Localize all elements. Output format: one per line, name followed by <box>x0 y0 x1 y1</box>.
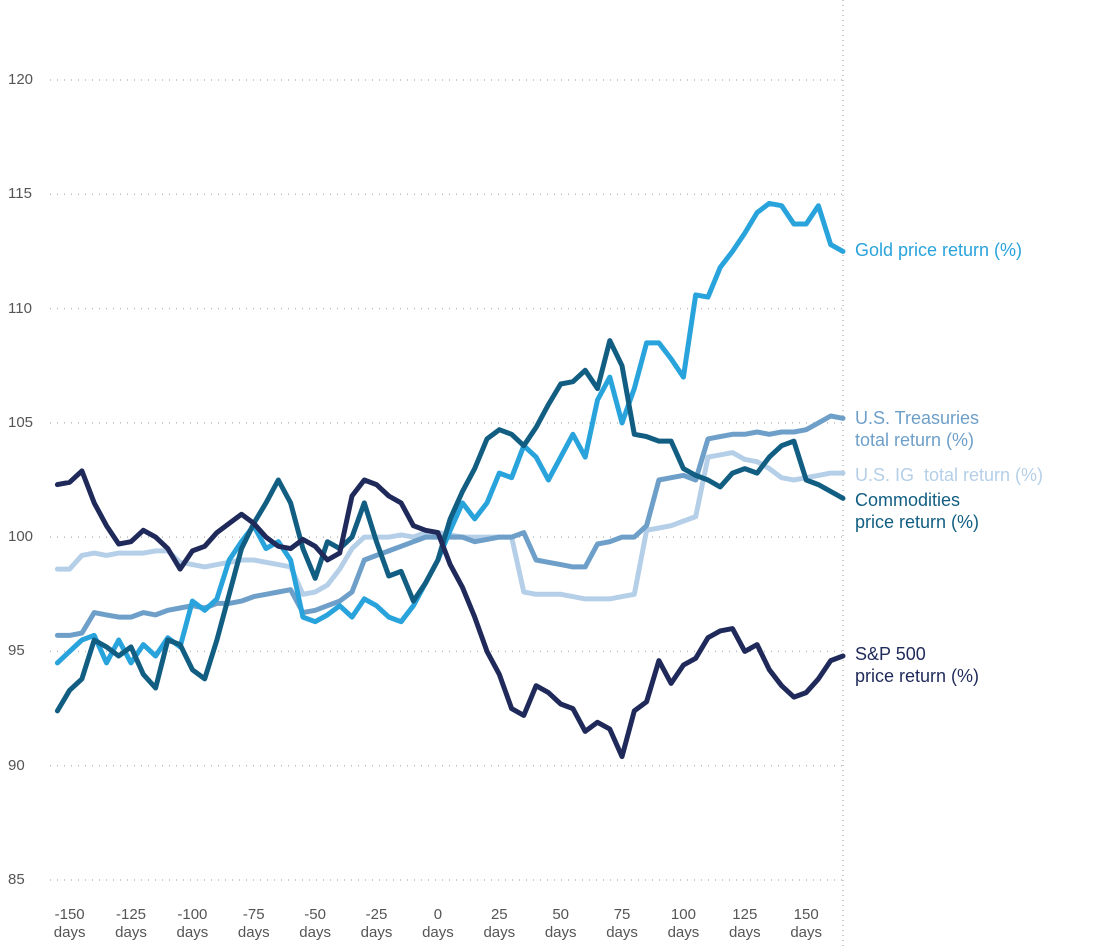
series-line <box>54 338 846 714</box>
y-tick-label: 120 <box>8 71 34 88</box>
x-tick-label: -25 days <box>360 906 393 941</box>
y-tick-label: 115 <box>8 185 32 203</box>
x-tick-label: 0 days <box>422 906 454 941</box>
y-tick-label: 100 <box>8 528 34 546</box>
legend-label: U.S. IG total return (%) <box>855 465 1044 485</box>
x-tick-label: -125 days <box>115 906 147 941</box>
y-tick-label: 90 <box>8 756 25 774</box>
series-line <box>54 413 846 638</box>
legend-label: U.S. Treasuries total return (%) <box>855 408 985 450</box>
series-line <box>54 468 846 760</box>
x-tick-label: 25 days <box>483 906 516 941</box>
x-tick-label: 100 days <box>667 906 700 941</box>
legend-label: S&P 500 price return (%) <box>855 644 980 686</box>
x-tick-label: 125 days <box>728 906 761 941</box>
x-tick-label: 50 days <box>544 906 577 941</box>
legend-label: Commodities price return (%) <box>855 490 980 532</box>
x-tick-label: -50 days <box>299 906 331 941</box>
x-tick-label: -100 days <box>176 906 209 941</box>
y-tick-label: 95 <box>8 642 25 660</box>
y-tick-label: 105 <box>8 413 34 431</box>
x-tick-label: 75 days <box>606 906 638 941</box>
y-tick-label: 85 <box>8 871 25 888</box>
series-line <box>54 200 846 666</box>
x-tick-label: 150 days <box>790 906 823 941</box>
y-tick-label: 110 <box>8 299 32 317</box>
legend-label: Gold price return (%) <box>855 240 1023 260</box>
x-tick-label: -150 days <box>53 906 86 941</box>
x-tick-label: -75 days <box>237 906 270 941</box>
